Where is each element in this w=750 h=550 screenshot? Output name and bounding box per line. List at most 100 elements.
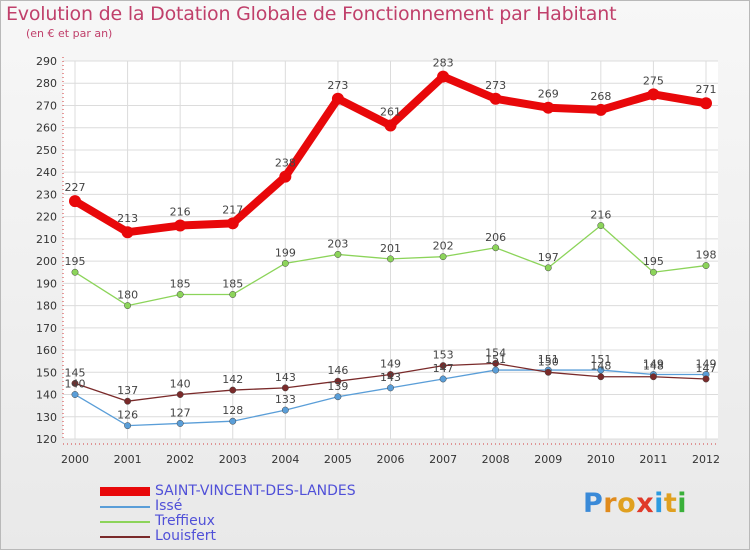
data-label-louisfert: 143 <box>275 371 296 384</box>
y-tick-label: 290 <box>36 55 57 68</box>
legend-swatch <box>100 487 150 496</box>
x-tick-label: 2000 <box>61 453 89 466</box>
data-label-treffieux: 198 <box>696 249 717 262</box>
data-point-saint-vincent-des-landes <box>331 92 344 105</box>
data-point-treffieux <box>702 262 710 270</box>
data-label-saint-vincent-des-landes: 273 <box>327 79 348 92</box>
x-tick-label: 2004 <box>271 453 299 466</box>
data-point-treffieux <box>176 291 184 298</box>
data-label-louisfert: 142 <box>222 373 243 386</box>
data-label-iss-: 143 <box>380 371 401 384</box>
y-tick-label: 190 <box>36 277 57 290</box>
logo-letter: o <box>617 488 637 519</box>
x-tick-label: 2003 <box>219 453 247 466</box>
data-label-iss-: 149 <box>643 358 664 371</box>
data-point-treffieux <box>387 255 394 263</box>
legend-label: Louisfert <box>155 528 216 544</box>
data-point-louisfert <box>334 377 342 385</box>
data-point-treffieux <box>439 253 447 261</box>
data-label-iss-: 139 <box>327 380 348 393</box>
data-label-treffieux: 203 <box>327 237 348 250</box>
data-point-iss- <box>176 419 184 427</box>
y-tick-label: 240 <box>36 166 57 179</box>
data-point-louisfert <box>281 384 289 392</box>
data-point-louisfert <box>229 386 237 394</box>
data-label-saint-vincent-des-landes: 216 <box>170 206 191 219</box>
data-label-treffieux: 202 <box>433 240 454 253</box>
data-label-treffieux: 185 <box>170 277 191 290</box>
data-label-iss-: 126 <box>117 409 138 422</box>
data-point-louisfert <box>176 391 184 398</box>
data-label-saint-vincent-des-landes: 261 <box>380 105 401 118</box>
legend-item: Louisfert <box>100 529 420 544</box>
data-label-iss-: 147 <box>433 362 454 375</box>
data-label-treffieux: 180 <box>117 289 138 302</box>
data-point-louisfert <box>702 375 710 383</box>
data-label-saint-vincent-des-landes: 271 <box>696 83 717 96</box>
legend-label: SAINT-VINCENT-DES-LANDES <box>155 483 356 499</box>
data-point-iss- <box>229 417 237 425</box>
data-label-saint-vincent-des-landes: 213 <box>117 212 138 225</box>
logo-letter: r <box>603 488 618 519</box>
data-label-louisfert: 147 <box>696 362 717 375</box>
data-label-louisfert: 145 <box>65 366 86 379</box>
data-point-treffieux <box>544 264 552 272</box>
data-label-treffieux: 199 <box>275 246 296 259</box>
logo-letter: t <box>663 488 678 519</box>
legend-item: SAINT-VINCENT-DES-LANDES <box>100 484 420 499</box>
legend: SAINT-VINCENT-DES-LANDES Issé Treffieux Lou… <box>100 484 420 544</box>
data-point-iss- <box>439 375 447 383</box>
y-tick-label: 280 <box>36 77 57 90</box>
legend-swatch <box>100 521 150 523</box>
data-label-iss-: 140 <box>65 378 86 391</box>
data-point-saint-vincent-des-landes <box>226 217 239 230</box>
data-point-louisfert <box>71 379 79 387</box>
data-point-saint-vincent-des-landes <box>437 70 450 83</box>
y-tick-label: 250 <box>36 144 57 157</box>
y-tick-label: 220 <box>36 211 57 224</box>
data-point-treffieux <box>71 268 79 276</box>
x-tick-label: 2009 <box>534 453 562 466</box>
data-label-treffieux: 185 <box>222 277 243 290</box>
data-point-saint-vincent-des-landes <box>594 103 607 116</box>
data-label-iss-: 149 <box>696 358 717 371</box>
x-tick-label: 2011 <box>639 453 667 466</box>
x-tick-label: 2007 <box>429 453 457 466</box>
data-point-iss- <box>281 406 289 414</box>
data-point-saint-vincent-des-landes <box>700 97 712 110</box>
data-point-saint-vincent-des-landes <box>384 119 397 132</box>
logo-letter: x <box>636 488 655 519</box>
y-tick-label: 270 <box>36 99 57 112</box>
x-tick-label: 2008 <box>482 453 510 466</box>
x-tick-label: 2005 <box>324 453 352 466</box>
y-tick-label: 150 <box>36 366 57 379</box>
x-tick-label: 2001 <box>114 453 142 466</box>
chart-subtitle: (en € et par an) <box>26 27 113 40</box>
data-point-louisfert <box>124 397 132 405</box>
logo-letter: P <box>583 488 604 519</box>
data-label-saint-vincent-des-landes: 268 <box>590 90 611 103</box>
data-point-iss- <box>597 366 605 374</box>
x-tick-label: 2010 <box>587 453 615 466</box>
data-label-louisfert: 150 <box>538 355 559 368</box>
data-point-saint-vincent-des-landes <box>121 226 134 239</box>
data-label-louisfert: 148 <box>643 360 664 373</box>
data-point-iss- <box>124 422 132 430</box>
x-tick-label: 2012 <box>692 453 720 466</box>
y-tick-label: 210 <box>36 233 57 246</box>
x-tick-label: 2002 <box>166 453 194 466</box>
data-label-treffieux: 201 <box>380 242 401 255</box>
data-point-treffieux <box>281 259 289 267</box>
y-tick-label: 130 <box>36 411 57 424</box>
axes: 120 130 140 150 160 170 180 190 200 210 220 230 240 2… <box>36 55 720 466</box>
data-point-iss- <box>71 391 79 398</box>
data-label-treffieux: 197 <box>538 251 559 264</box>
data-label-saint-vincent-des-landes: 275 <box>643 74 664 87</box>
data-label-louisfert: 149 <box>380 358 401 371</box>
data-label-treffieux: 216 <box>590 209 611 222</box>
y-tick-label: 160 <box>36 344 57 357</box>
data-point-treffieux <box>597 222 605 229</box>
data-label-treffieux: 195 <box>643 255 664 268</box>
